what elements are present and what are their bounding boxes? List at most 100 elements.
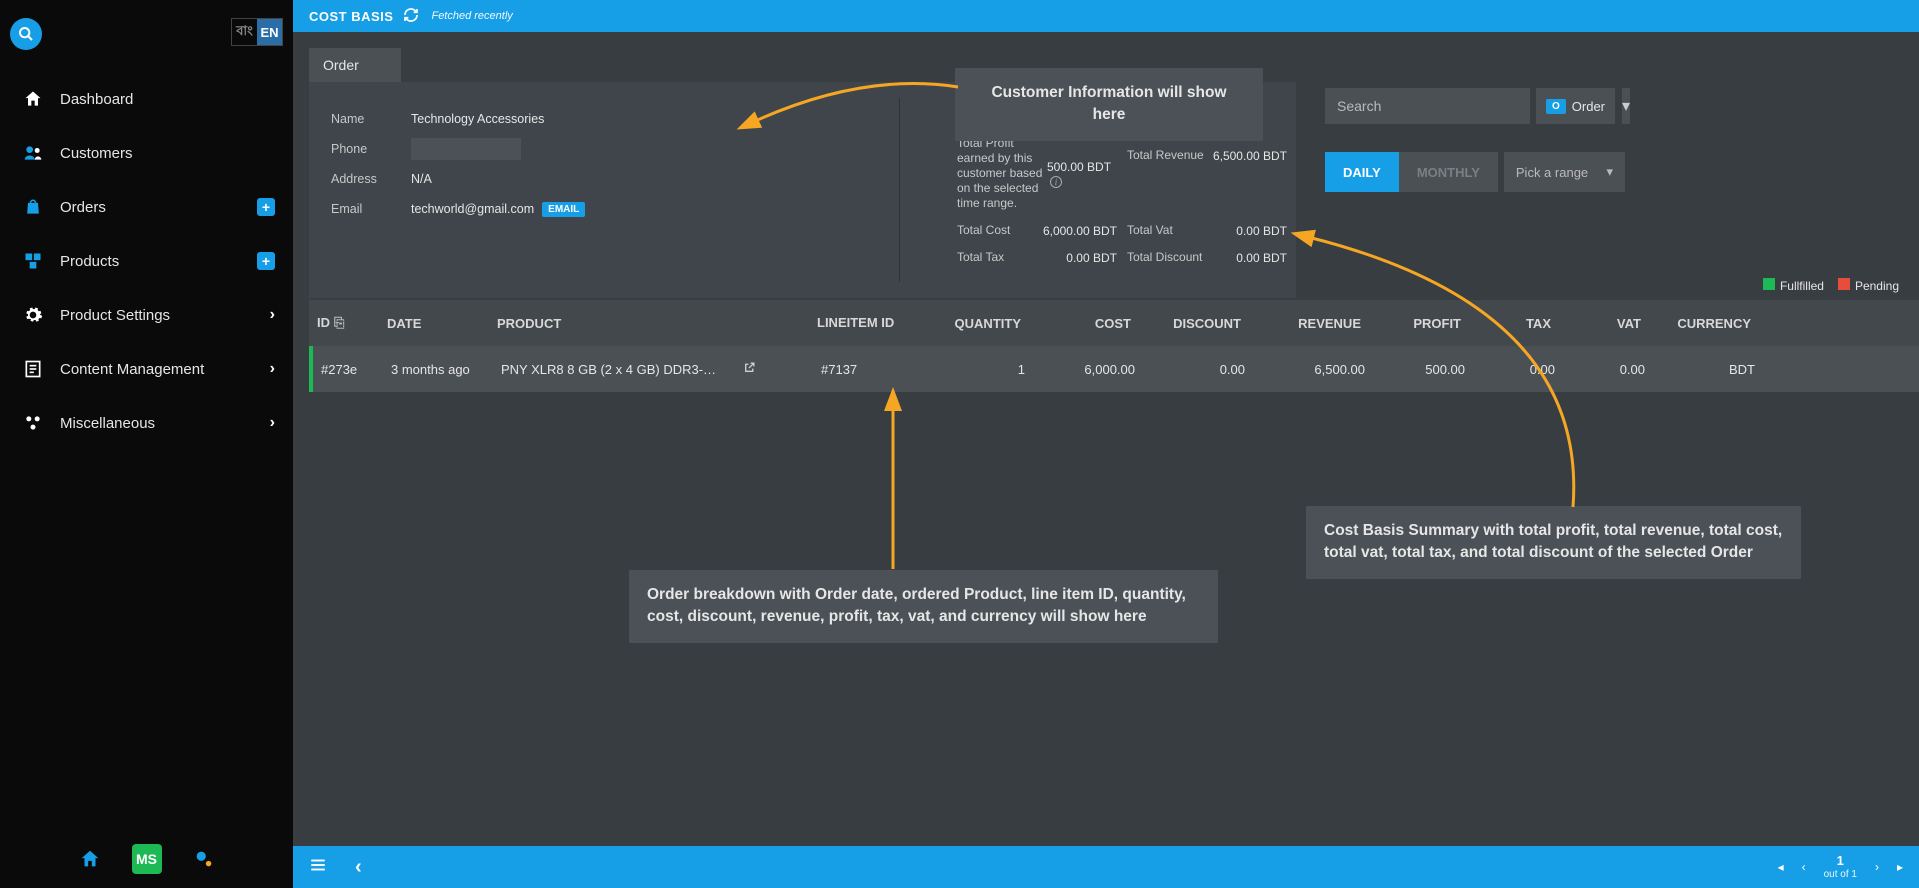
cell-vat: 0.00 bbox=[1563, 362, 1653, 377]
callout-breakdown: Order breakdown with Order date, ordered… bbox=[629, 570, 1218, 643]
callout-summary: Cost Basis Summary with total profit, to… bbox=[1306, 506, 1801, 579]
nav-product-settings[interactable]: Product Settings › bbox=[0, 288, 293, 342]
external-link-icon[interactable] bbox=[743, 361, 756, 377]
nav-miscellaneous[interactable]: Miscellaneous › bbox=[0, 396, 293, 450]
add-product-button[interactable]: + bbox=[257, 252, 275, 270]
daily-button[interactable]: DAILY bbox=[1325, 152, 1399, 192]
sidebar: বাং EN Dashboard Customers Orders + Prod… bbox=[0, 0, 293, 888]
th-product[interactable]: PRODUCT bbox=[489, 316, 809, 331]
refresh-button[interactable] bbox=[403, 7, 419, 26]
search-type-pill[interactable]: O Order bbox=[1536, 88, 1615, 124]
th-vat[interactable]: VAT bbox=[1559, 316, 1649, 331]
range-placeholder: Pick a range bbox=[1516, 165, 1588, 180]
arrow-to-breakdown bbox=[883, 397, 903, 572]
language-toggle[interactable]: বাং EN bbox=[231, 18, 283, 46]
menu-button[interactable] bbox=[309, 856, 327, 879]
vat-label: Total Vat bbox=[1127, 223, 1173, 238]
discount-label: Total Discount bbox=[1127, 250, 1202, 265]
th-tax[interactable]: TAX bbox=[1469, 316, 1559, 331]
nav-label: Dashboard bbox=[60, 91, 133, 108]
orders-table: ID⎘ DATE PRODUCT LINEITEM ID QUANTITY CO… bbox=[309, 300, 1919, 392]
legend: Fullfilled Pending bbox=[1763, 278, 1899, 293]
nav-label: Products bbox=[60, 253, 119, 270]
th-currency[interactable]: CURRENCY bbox=[1649, 316, 1759, 331]
profit-label: Total Profit earned by this customer bas… bbox=[957, 136, 1047, 211]
home-icon bbox=[20, 89, 46, 109]
nav-dashboard[interactable]: Dashboard bbox=[0, 72, 293, 126]
th-id[interactable]: ID⎘ bbox=[309, 315, 379, 331]
page-first-button[interactable]: ◂ bbox=[1778, 860, 1784, 874]
panel-divider bbox=[899, 98, 900, 282]
date-range-picker[interactable]: Pick a range ▾ bbox=[1504, 152, 1625, 192]
search-icon bbox=[18, 26, 34, 42]
copy-icon: ⎘ bbox=[334, 315, 344, 330]
chevron-right-icon: › bbox=[270, 360, 275, 378]
nav-customers[interactable]: Customers bbox=[0, 126, 293, 180]
info-icon[interactable]: i bbox=[1050, 176, 1062, 188]
discount-value: 0.00 BDT bbox=[1236, 251, 1287, 265]
cell-tax: 0.00 bbox=[1473, 362, 1563, 377]
bottombar: ‹ ◂ ‹ 1 out of 1 › ▸ bbox=[293, 846, 1919, 888]
fulfilled-swatch bbox=[1763, 278, 1775, 290]
boxes-icon bbox=[20, 251, 46, 271]
cell-profit: 500.00 bbox=[1373, 362, 1473, 377]
th-discount[interactable]: DISCOUNT bbox=[1139, 316, 1249, 331]
table-row[interactable]: #273e 3 months ago PNY XLR8 8 GB (2 x 4 … bbox=[309, 346, 1919, 392]
order-tab[interactable]: Order bbox=[309, 48, 401, 82]
add-order-button[interactable]: + bbox=[257, 198, 275, 216]
back-button[interactable]: ‹ bbox=[355, 856, 362, 879]
page-next-button[interactable]: › bbox=[1875, 860, 1879, 874]
th-quantity[interactable]: QUANTITY bbox=[909, 316, 1029, 331]
profit-value: 500.00 BDTi bbox=[1047, 160, 1117, 188]
th-cost[interactable]: COST bbox=[1029, 316, 1139, 331]
misc-icon bbox=[20, 413, 46, 433]
cell-discount: 0.00 bbox=[1143, 362, 1253, 377]
th-date[interactable]: DATE bbox=[379, 316, 489, 331]
sidebar-search-button[interactable] bbox=[10, 18, 42, 50]
fetched-status: Fetched recently bbox=[431, 10, 512, 22]
cell-lineitem: #7137 bbox=[813, 362, 913, 377]
main: Order NameTechnology Accessories Phone A… bbox=[293, 32, 1919, 846]
cell-id: #273e bbox=[313, 362, 383, 377]
chevron-down-icon: ▾ bbox=[1606, 164, 1613, 180]
footer-ms-badge[interactable]: MS bbox=[132, 844, 162, 874]
gear-icon bbox=[20, 305, 46, 325]
nav-content-management[interactable]: Content Management › bbox=[0, 342, 293, 396]
table-header: ID⎘ DATE PRODUCT LINEITEM ID QUANTITY CO… bbox=[309, 300, 1919, 346]
customer-address: N/A bbox=[411, 172, 432, 186]
footer-settings-icon[interactable] bbox=[190, 845, 218, 873]
sidebar-footer: MS bbox=[0, 844, 293, 874]
summary-metrics: Total Profit earned by this customer bas… bbox=[957, 136, 1287, 265]
revenue-label: Total Revenue bbox=[1127, 148, 1204, 163]
tax-value: 0.00 BDT bbox=[1066, 251, 1117, 265]
search-input[interactable] bbox=[1325, 88, 1530, 124]
document-icon bbox=[20, 359, 46, 379]
page-last-button[interactable]: ▸ bbox=[1897, 860, 1903, 874]
email-badge[interactable]: EMAIL bbox=[542, 202, 585, 217]
search-type-dropdown[interactable]: ▾ bbox=[1621, 88, 1630, 124]
phone-label: Phone bbox=[331, 142, 411, 156]
chevron-right-icon: › bbox=[270, 306, 275, 324]
lang-en[interactable]: EN bbox=[257, 19, 282, 45]
nav-label: Content Management bbox=[60, 361, 204, 378]
nav: Dashboard Customers Orders + Products + … bbox=[0, 72, 293, 450]
nav-products[interactable]: Products + bbox=[0, 234, 293, 288]
th-profit[interactable]: PROFIT bbox=[1369, 316, 1469, 331]
cell-date: 3 months ago bbox=[383, 362, 493, 377]
page-title: COST BASIS bbox=[309, 9, 393, 24]
revenue-value: 6,500.00 BDT bbox=[1213, 149, 1287, 163]
topbar: COST BASIS Fetched recently bbox=[293, 0, 1919, 32]
th-lineitem[interactable]: LINEITEM ID bbox=[809, 316, 909, 331]
legend-fulfilled: Fullfilled bbox=[1763, 278, 1824, 293]
cell-cost: 6,000.00 bbox=[1033, 362, 1143, 377]
cost-label: Total Cost bbox=[957, 223, 1010, 238]
callout-customer-info: Customer Information will show here bbox=[955, 68, 1263, 141]
lang-bn[interactable]: বাং bbox=[232, 19, 257, 45]
page-indicator: 1 out of 1 bbox=[1824, 854, 1857, 879]
footer-home-icon[interactable] bbox=[76, 845, 104, 873]
page-prev-button[interactable]: ‹ bbox=[1802, 860, 1806, 874]
nav-orders[interactable]: Orders + bbox=[0, 180, 293, 234]
monthly-button[interactable]: MONTHLY bbox=[1399, 152, 1498, 192]
cell-product: PNY XLR8 8 GB (2 x 4 GB) DDR3-… bbox=[493, 362, 813, 377]
th-revenue[interactable]: REVENUE bbox=[1249, 316, 1369, 331]
